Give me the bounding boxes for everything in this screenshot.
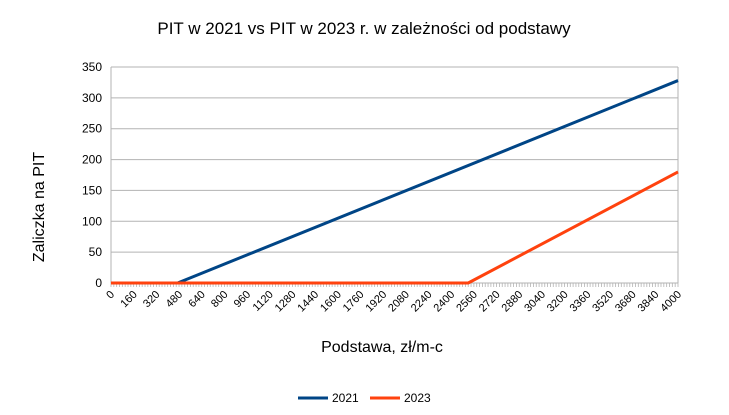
x-tick-label: 2080	[386, 289, 412, 315]
x-tick-label: 640	[186, 289, 207, 310]
x-axis-tick-labels: 0 160 320 480 640 800 960112012801440160017601…	[104, 289, 684, 315]
x-tick-label: 3360	[568, 289, 594, 315]
y-tick-label: 0	[95, 276, 102, 290]
grid-lines	[111, 66, 678, 284]
x-tick-label: 2240	[409, 289, 435, 315]
legend: 2021 2023	[298, 391, 431, 405]
x-tick-label: 800	[209, 289, 230, 310]
x-tick-label: 4000	[658, 289, 684, 315]
x-tick-label: 2880	[500, 289, 526, 315]
chart-title: PIT w 2021 vs PIT w 2023 r. w zależności…	[157, 19, 571, 38]
x-tick-label: 0	[104, 289, 117, 302]
y-tick-label: 100	[82, 214, 102, 228]
x-tick-label: 2720	[477, 289, 503, 315]
x-tick-label: 1920	[363, 289, 389, 315]
x-tick-label: 1120	[251, 289, 276, 314]
x-tick-label: 1440	[295, 289, 321, 315]
x-tick-label: 3520	[590, 289, 616, 315]
x-tick-label: 3680	[613, 289, 639, 315]
y-tick-label: 300	[82, 91, 102, 105]
x-tick-label: 320	[141, 289, 162, 310]
x-tick-label: 2560	[454, 289, 480, 315]
y-tick-label: 350	[82, 60, 102, 74]
legend-label: 2021	[332, 391, 359, 405]
x-tick-label: 480	[164, 289, 185, 310]
y-tick-label: 150	[82, 183, 102, 197]
x-tick-label: 960	[232, 289, 253, 310]
legend-label: 2023	[404, 391, 431, 405]
x-tick-label: 3840	[636, 289, 662, 315]
x-tick-label: 3200	[545, 289, 571, 315]
y-axis-label: Zaliczka na PIT	[31, 152, 48, 262]
x-tick-label: 160	[118, 289, 139, 310]
x-tick-label: 2400	[432, 289, 458, 315]
x-axis-label: Podstawa, zł/m-c	[321, 339, 443, 356]
x-tick-label: 1280	[273, 289, 299, 315]
x-tick-label: 3040	[522, 289, 548, 315]
series-line-2023	[111, 170, 679, 285]
y-tick-label: 50	[89, 245, 103, 259]
series-lines	[111, 79, 679, 285]
y-axis-tick-labels: 0 50 100 150 200 250 300 350	[82, 60, 102, 290]
x-tick-label: 1600	[318, 289, 344, 315]
y-tick-label: 200	[82, 153, 102, 167]
x-tick-label: 1760	[341, 289, 367, 315]
axes	[110, 67, 679, 287]
y-tick-label: 250	[82, 122, 102, 136]
